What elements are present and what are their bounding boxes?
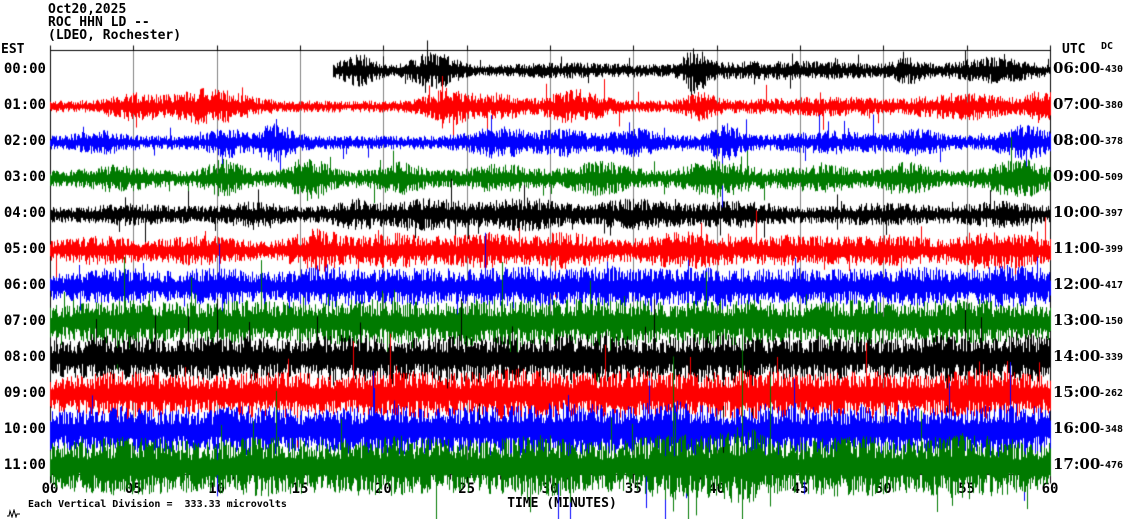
est-label: 09:00 (3, 385, 46, 401)
left-axis-header: EST (1, 42, 25, 57)
x-tick-label: 20 (374, 481, 392, 497)
utc-label: 06:00 (1053, 59, 1101, 77)
utc-label: 10:00 (1053, 203, 1101, 221)
est-label: 01:00 (3, 97, 46, 113)
utc-label: 14:00 (1053, 347, 1101, 365)
dc-header: DC (1101, 41, 1114, 52)
est-label: 02:00 (3, 133, 46, 149)
utc-label: 17:00 (1053, 455, 1101, 473)
est-label: 05:00 (3, 241, 46, 257)
dc-value: -476 (1099, 460, 1124, 471)
dc-value: -348 (1099, 424, 1124, 435)
dc-value: -399 (1099, 244, 1124, 255)
utc-label: 12:00 (1053, 275, 1101, 293)
est-label: 11:00 (3, 457, 46, 473)
est-label: 00:00 (3, 61, 46, 77)
est-label: 06:00 (3, 277, 46, 293)
x-tick-label: 55 (958, 481, 976, 497)
title-site: (LDEO, Rochester) (48, 28, 182, 43)
dc-value: -509 (1099, 172, 1124, 183)
dc-value: -378 (1099, 136, 1124, 147)
x-tick-label: 05 (124, 481, 142, 497)
x-tick-label: 30 (541, 481, 559, 497)
est-label: 03:00 (3, 169, 46, 185)
dc-value: -339 (1099, 352, 1124, 363)
dc-value: -397 (1099, 208, 1124, 219)
utc-label: 08:00 (1053, 131, 1101, 149)
utc-label: 11:00 (1053, 239, 1101, 257)
x-tick-label: 45 (791, 481, 809, 497)
x-tick-label: 00 (41, 481, 59, 497)
utc-label: 15:00 (1053, 383, 1101, 401)
scale-footnote: Each Vertical Division = 333.33 microvol… (28, 499, 287, 510)
utc-label: 07:00 (1053, 95, 1101, 113)
dc-value: -380 (1099, 100, 1124, 111)
x-axis-title: TIME (MINUTES) (507, 496, 617, 511)
x-tick-label: 35 (624, 481, 642, 497)
title-block: Oct20,2025 ROC HHN LD -- (LDEO, Rocheste… (48, 3, 181, 42)
x-tick-label: 60 (1041, 481, 1059, 497)
est-label: 04:00 (3, 205, 46, 221)
utc-label: 13:00 (1053, 311, 1101, 329)
x-tick-label: 40 (708, 481, 726, 497)
dc-value: -150 (1099, 316, 1124, 327)
x-tick-label: 25 (458, 481, 476, 497)
est-label: 08:00 (3, 349, 46, 365)
x-tick-label: 10 (208, 481, 226, 497)
x-tick-label: 15 (291, 481, 309, 497)
utc-label: 16:00 (1053, 419, 1101, 437)
est-label: 07:00 (3, 313, 46, 329)
x-tick-label: 50 (874, 481, 892, 497)
seismic-squiggle-icon (7, 503, 21, 519)
utc-label: 09:00 (1053, 167, 1101, 185)
dc-value: -417 (1099, 280, 1124, 291)
dc-value: -262 (1099, 388, 1124, 399)
right-axis-header: UTC (1062, 42, 1086, 57)
dc-value: -430 (1099, 64, 1124, 75)
est-label: 10:00 (3, 421, 46, 437)
